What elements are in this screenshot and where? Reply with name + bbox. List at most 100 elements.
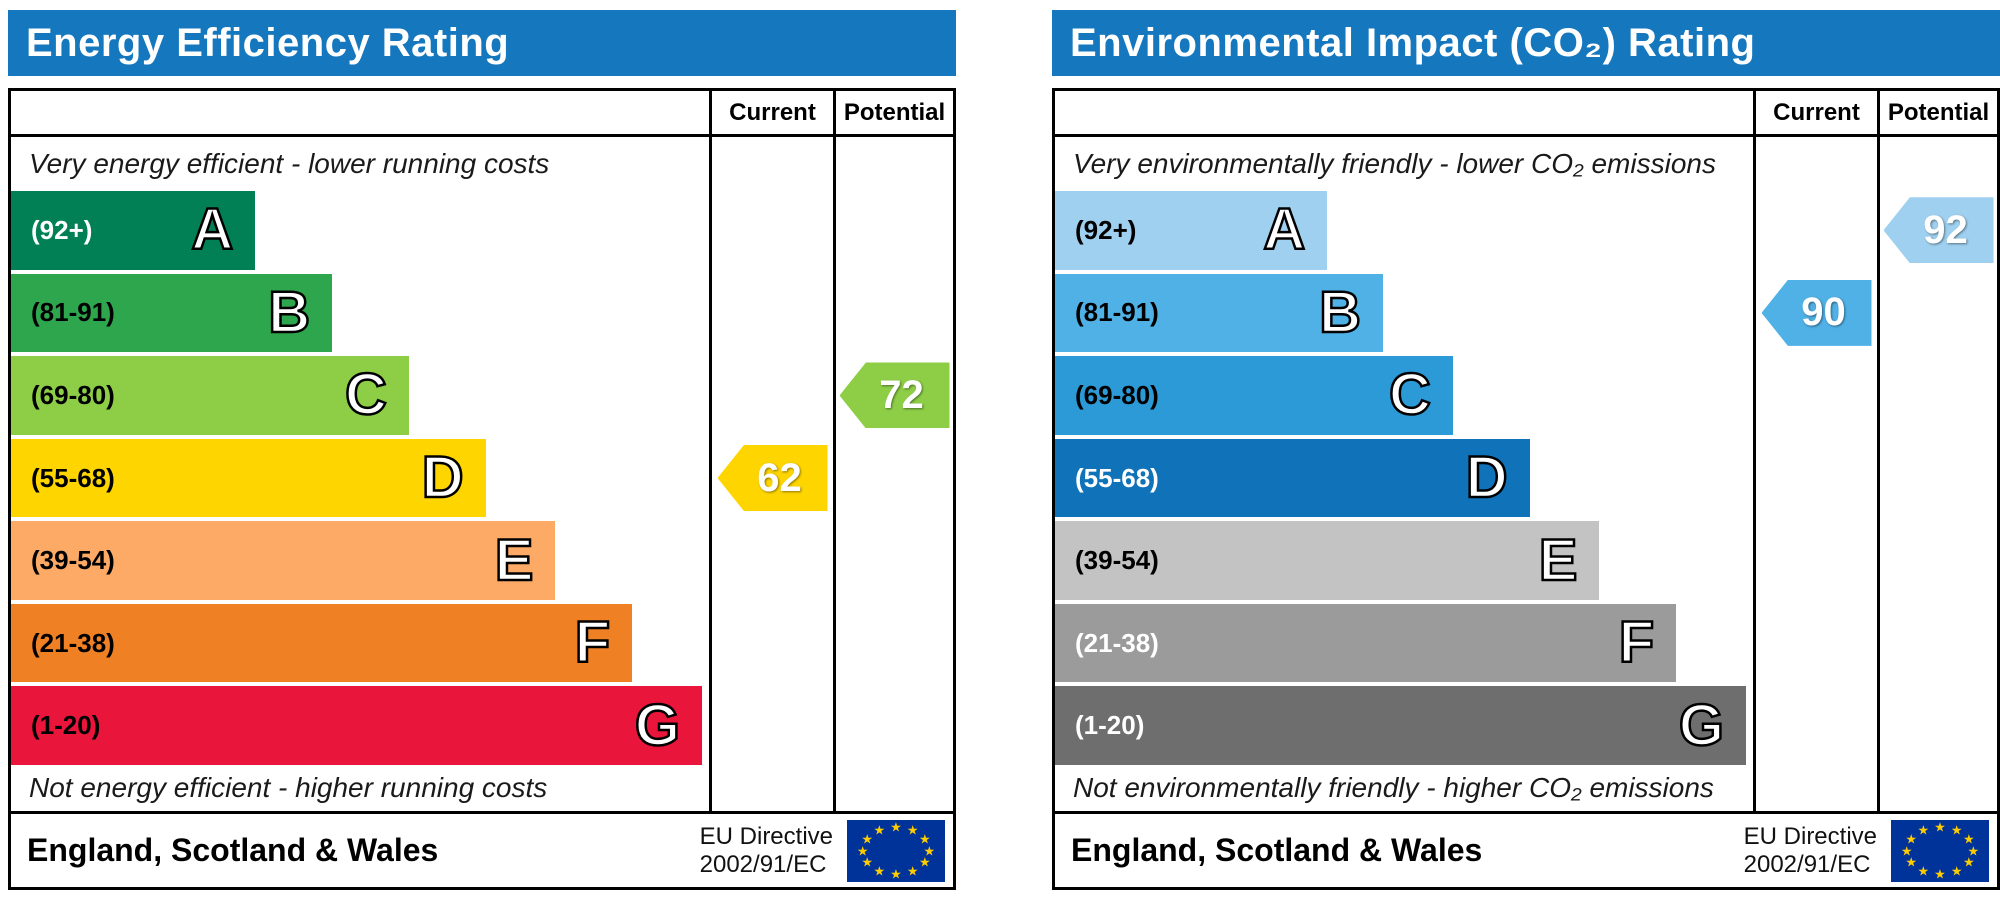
band-range-label: (92+) xyxy=(1075,214,1137,245)
current-arrow-slots: 90 xyxy=(1756,191,1877,765)
band-letter: C xyxy=(1388,362,1432,428)
arrow-slot: 90 xyxy=(1756,274,1877,353)
arrow-slot xyxy=(836,521,953,600)
arrow-slot xyxy=(836,191,953,270)
band-letter: F xyxy=(1618,610,1656,676)
potential-arrow-slots: 92 xyxy=(1880,191,1997,765)
top-note: Very energy efficient - lower running co… xyxy=(29,148,550,179)
potential-rating-arrow: 92 xyxy=(1883,197,1994,264)
arrow-slot xyxy=(1880,439,1997,518)
eu-flag-star: ★ xyxy=(861,854,873,870)
band-row-b: (81-91) B xyxy=(11,273,333,353)
current-rating-arrow: 90 xyxy=(1761,279,1872,346)
eu-flag-star: ★ xyxy=(1963,854,1975,870)
arrow-slot xyxy=(1880,686,1997,765)
band-letter: C xyxy=(344,362,388,428)
band-range-label: (81-91) xyxy=(31,297,115,328)
potential-column: 72 xyxy=(833,137,953,811)
eu-flag-star: ★ xyxy=(906,863,919,879)
eu-flag-star: ★ xyxy=(890,866,902,882)
environmental-impact-table: Current Potential Very environmentally f… xyxy=(1052,88,2000,890)
arrow-slot xyxy=(712,521,833,600)
band-range-label: (55-68) xyxy=(31,462,115,493)
table-header-row: Current Potential xyxy=(1055,91,1997,137)
band-column-header xyxy=(1055,91,1753,134)
eu-directive-label: EU Directive 2002/91/EC xyxy=(700,823,847,878)
eu-flag-icon: ★ ★ ★ ★ ★ ★ ★ ★ ★ ★ ★ ★ xyxy=(1891,819,1989,882)
current-column-header: Current xyxy=(1753,91,1877,134)
table-header-row: Current Potential xyxy=(11,91,953,137)
arrow-slot: 92 xyxy=(1880,191,1997,270)
band-range-label: (1-20) xyxy=(31,710,101,741)
eu-flag-star: ★ xyxy=(861,831,873,847)
band-row-a: (92+) A xyxy=(11,191,256,270)
arrow-slot: 72 xyxy=(836,356,953,435)
arrow-slot xyxy=(1880,521,1997,600)
band-letter: D xyxy=(420,445,464,511)
environmental-impact-panel: Environmental Impact (CO₂) Rating Curren… xyxy=(1052,10,2000,890)
current-column-header: Current xyxy=(709,91,833,134)
current-arrow-slots: 62 xyxy=(712,191,833,765)
eu-directive-line1: EU Directive xyxy=(699,822,833,850)
band-range-label: (55-68) xyxy=(1075,462,1159,493)
band-row-c: (69-80) C xyxy=(1055,356,1453,435)
band-range-label: (69-80) xyxy=(31,379,115,410)
table-footer: England, Scotland & Wales EU Directive 2… xyxy=(1055,811,1997,887)
eu-flag-star: ★ xyxy=(856,843,869,858)
eu-flag-star: ★ xyxy=(1917,822,1930,838)
potential-column-header: Potential xyxy=(833,91,953,134)
energy-efficiency-table: Current Potential Very energy efficient … xyxy=(8,88,956,890)
arrow-slot xyxy=(712,274,833,353)
band-range-label: (1-20) xyxy=(1075,710,1145,741)
arrow-slot xyxy=(836,439,953,518)
arrow-slot xyxy=(712,604,833,683)
arrow-slot xyxy=(1880,604,1997,683)
arrow-slot xyxy=(1756,604,1877,683)
arrow-slot xyxy=(712,686,833,765)
eu-flag-star: ★ xyxy=(1917,863,1930,879)
band-range-label: (39-54) xyxy=(1075,545,1159,576)
top-note: Very environmentally friendly - lower CO… xyxy=(1073,148,1716,179)
eu-flag-star: ★ xyxy=(873,863,886,879)
potential-rating-arrow: 72 xyxy=(839,362,950,429)
arrow-slot xyxy=(1756,439,1877,518)
band-row-f: (21-38) F xyxy=(11,603,633,683)
arrow-slot xyxy=(836,686,953,765)
band-row-b: (81-91) B xyxy=(1055,273,1384,353)
arrow-slot xyxy=(1756,686,1877,765)
eu-directive-label: EU Directive 2002/91/EC xyxy=(1744,823,1891,878)
band-letter: F xyxy=(574,610,612,676)
arrow-slot xyxy=(1880,274,1997,353)
band-range-label: (21-38) xyxy=(1075,627,1159,658)
eu-flag-star: ★ xyxy=(1934,866,1946,882)
eu-flag-star: ★ xyxy=(1963,831,1975,847)
band-letter: E xyxy=(1538,527,1579,593)
potential-arrow-slots: 72 xyxy=(836,191,953,765)
eu-flag-star: ★ xyxy=(923,843,936,858)
arrow-slot xyxy=(1756,191,1877,270)
arrow-slot xyxy=(1756,356,1877,435)
band-row-c: (69-80) C xyxy=(11,356,409,435)
eu-flag-star: ★ xyxy=(873,822,886,838)
table-body: Very energy efficient - lower running co… xyxy=(11,137,953,811)
table-body: Very environmentally friendly - lower CO… xyxy=(1055,137,1997,811)
region-label: England, Scotland & Wales xyxy=(1071,832,1483,868)
energy-efficiency-panel: Energy Efficiency Rating Current Potenti… xyxy=(8,10,956,890)
arrow-slot xyxy=(836,604,953,683)
band-zone: Very energy efficient - lower running co… xyxy=(11,137,709,811)
eu-flag-star: ★ xyxy=(1950,822,1963,838)
band-row-e: (39-54) E xyxy=(1055,521,1600,600)
eu-directive-line2: 2002/91/EC xyxy=(699,850,827,878)
arrow-slot xyxy=(712,191,833,270)
eu-flag-star: ★ xyxy=(1950,863,1963,879)
bands-container: (92+) A (81-91) B (69-80) C (55-68) xyxy=(11,191,709,766)
eu-directive-line1: EU Directive xyxy=(1743,822,1877,850)
current-column: 62 xyxy=(709,137,833,811)
region-label: England, Scotland & Wales xyxy=(27,832,439,868)
eu-flag-star: ★ xyxy=(890,819,902,835)
band-letter: A xyxy=(190,197,234,263)
eu-flag-star: ★ xyxy=(1934,819,1946,835)
band-range-label: (81-91) xyxy=(1075,297,1159,328)
band-letter: B xyxy=(267,279,311,345)
potential-column: 92 xyxy=(1877,137,1997,811)
